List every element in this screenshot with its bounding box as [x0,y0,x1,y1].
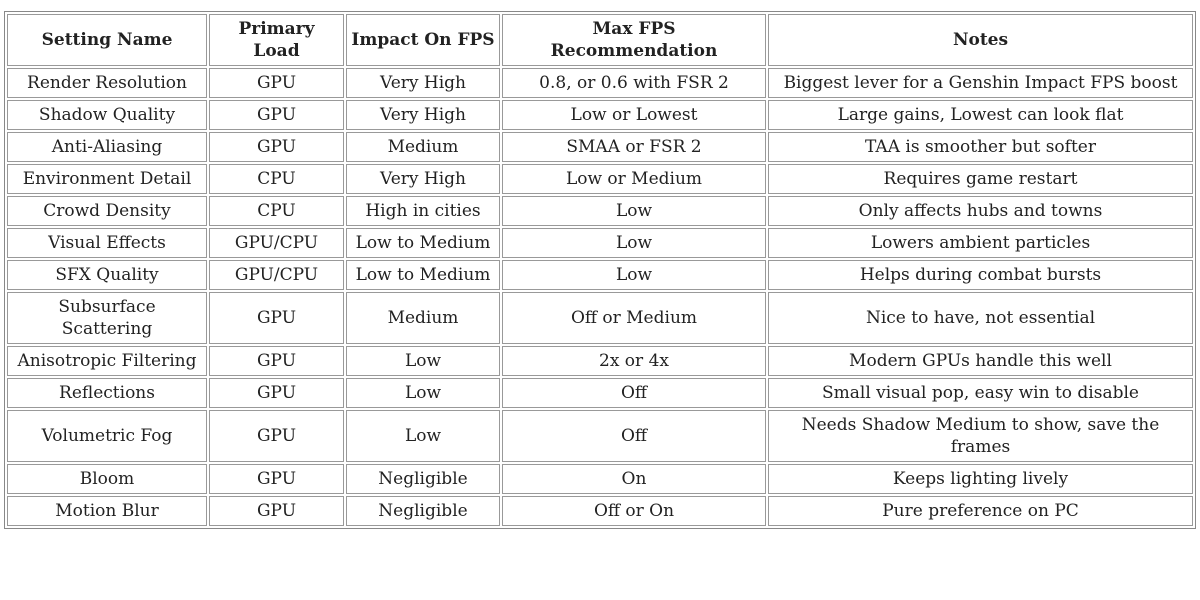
table-row: Render Resolution GPU Very High 0.8, or 0.6… [7,68,1193,98]
table-cell: Low to Medium [346,260,500,290]
table-cell: SFX Quality [7,260,207,290]
table-cell: Off [502,410,766,462]
table-cell: Negligible [346,496,500,526]
table-cell: Lowers ambient particles [768,228,1193,258]
table-cell: Nice to have, not essential [768,292,1193,344]
table-cell: Bloom [7,464,207,494]
table-cell: Small visual pop, easy win to disable [768,378,1193,408]
table-cell: GPU [209,378,344,408]
table-cell: High in cities [346,196,500,226]
table-cell: Render Resolution [7,68,207,98]
table-row: Volumetric Fog GPU Low Off Needs Shadow Medi… [7,410,1193,462]
table-cell: Large gains, Lowest can look flat [768,100,1193,130]
table-cell: Anti-Aliasing [7,132,207,162]
table-cell: Very High [346,68,500,98]
table-cell: Very High [346,164,500,194]
table-cell: Shadow Quality [7,100,207,130]
header-row: Setting Name Primary Load Impact On FPS Max… [7,14,1193,66]
table-row: Subsurface Scattering GPU Medium Off or Med… [7,292,1193,344]
table-row: Environment Detail CPU Very High Low or Med… [7,164,1193,194]
header-cell: Impact On FPS [346,14,500,66]
table-cell: Only affects hubs and towns [768,196,1193,226]
table-cell: Visual Effects [7,228,207,258]
table-row: Reflections GPU Low Off Small visual pop, ea… [7,378,1193,408]
table-cell: GPU/CPU [209,228,344,258]
table-cell: Medium [346,132,500,162]
header-cell: Notes [768,14,1193,66]
table-cell: GPU/CPU [209,260,344,290]
table-cell: Helps during combat bursts [768,260,1193,290]
table-cell: Volumetric Fog [7,410,207,462]
table-cell: GPU [209,410,344,462]
table-cell: GPU [209,464,344,494]
header-cell: Primary Load [209,14,344,66]
table-cell: Low [346,378,500,408]
table-cell: Low or Medium [502,164,766,194]
table-cell: GPU [209,100,344,130]
table-cell: Low [502,196,766,226]
table-cell: Low [502,228,766,258]
table-cell: GPU [209,496,344,526]
header-cell: Setting Name [7,14,207,66]
table-cell: Modern GPUs handle this well [768,346,1193,376]
table-cell: Motion Blur [7,496,207,526]
table-row: Anti-Aliasing GPU Medium SMAA or FSR 2 TAA i… [7,132,1193,162]
table-cell: GPU [209,292,344,344]
table-row: Bloom GPU Negligible On Keeps lighting livel… [7,464,1193,494]
table-cell: Environment Detail [7,164,207,194]
table-cell: Medium [346,292,500,344]
table-cell: Negligible [346,464,500,494]
table-cell: GPU [209,132,344,162]
table-row: Shadow Quality GPU Very High Low or Lowest L… [7,100,1193,130]
table-row: Anisotropic Filtering GPU Low 2x or 4x Moder… [7,346,1193,376]
table-cell: GPU [209,346,344,376]
table-cell: 2x or 4x [502,346,766,376]
table-cell: CPU [209,196,344,226]
table-cell: GPU [209,68,344,98]
table-cell: Very High [346,100,500,130]
table-cell: CPU [209,164,344,194]
table-cell: Low to Medium [346,228,500,258]
settings-table: Setting Name Primary Load Impact On FPS Max… [4,11,1196,529]
table-cell: TAA is smoother but softer [768,132,1193,162]
table-cell: Off or Medium [502,292,766,344]
table-cell: Low [502,260,766,290]
table-cell: Low [346,410,500,462]
table-cell: Biggest lever for a Genshin Impact FPS b… [768,68,1193,98]
table-row: SFX Quality GPU/CPU Low to Medium Low Helps … [7,260,1193,290]
table-cell: SMAA or FSR 2 [502,132,766,162]
table-cell: Off or On [502,496,766,526]
table-body: Render Resolution GPU Very High 0.8, or 0.6… [7,68,1193,526]
table-cell: 0.8, or 0.6 with FSR 2 [502,68,766,98]
table-cell: Requires game restart [768,164,1193,194]
table-cell: Low or Lowest [502,100,766,130]
table-cell: Reflections [7,378,207,408]
table-row: Visual Effects GPU/CPU Low to Medium Low Low… [7,228,1193,258]
table-row: Motion Blur GPU Negligible Off or On Pure pr… [7,496,1193,526]
table-cell: Needs Shadow Medium to show, save the fr… [768,410,1193,462]
table-row: Crowd Density CPU High in cities Low Only af… [7,196,1193,226]
table-cell: On [502,464,766,494]
table-cell: Keeps lighting lively [768,464,1193,494]
table-cell: Low [346,346,500,376]
table-cell: Subsurface Scattering [7,292,207,344]
table-cell: Anisotropic Filtering [7,346,207,376]
header-cell: Max FPS Recommendation [502,14,766,66]
table-cell: Crowd Density [7,196,207,226]
table-cell: Off [502,378,766,408]
table-cell: Pure preference on PC [768,496,1193,526]
